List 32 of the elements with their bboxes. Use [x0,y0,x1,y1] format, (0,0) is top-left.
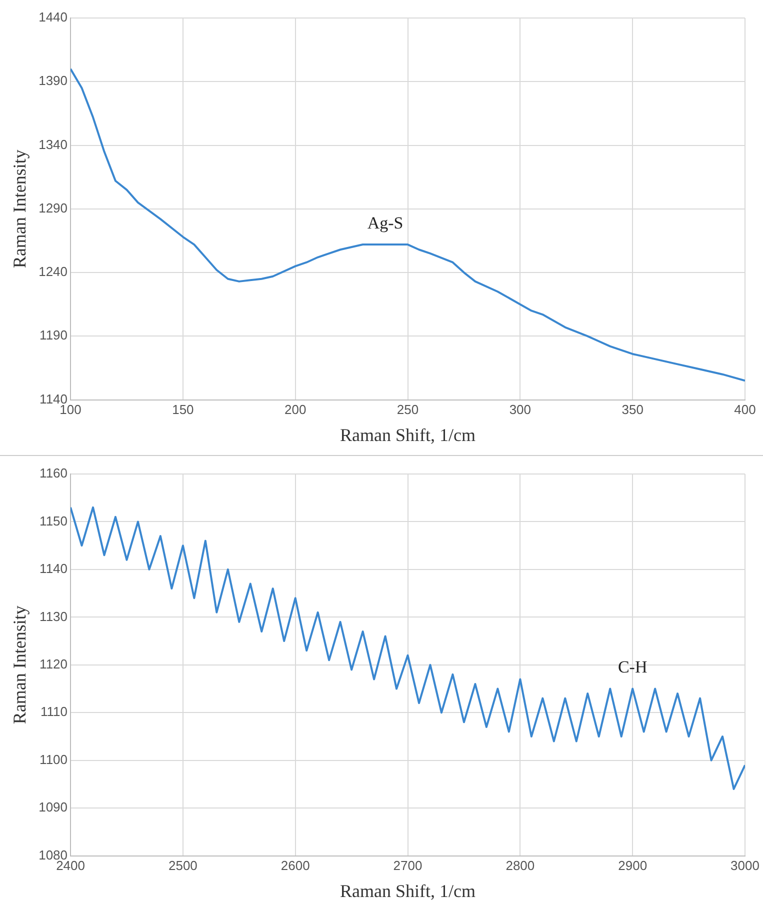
x-axis-title: Raman Shift, 1/cm [340,424,476,445]
y-tick-label: 1160 [40,466,68,481]
annotation: Ag-S [367,214,404,233]
x-tick-label: 3000 [730,858,760,874]
x-tick-label: 300 [509,402,532,418]
y-tick-label: 1100 [40,752,68,767]
x-tick-label: 2900 [618,858,648,874]
y-tick-label: 1140 [40,561,68,576]
y-tick-label: 1190 [40,328,68,343]
y-tick-label: 1150 [40,513,68,528]
y-tick-label: 1440 [38,10,68,25]
y-tick-label: 1290 [38,200,68,216]
x-tick-label: 400 [734,402,756,418]
y-tick-label: 1090 [38,800,68,815]
x-tick-label: 2600 [280,858,310,874]
y-axis-title: Raman Intensity [10,150,30,268]
y-tick-label: 1390 [38,73,68,88]
x-tick-label: 2800 [506,858,535,874]
x-tick-label: 350 [622,402,644,418]
x-tick-label: 150 [172,402,194,418]
y-tick-label: 1110 [40,704,68,720]
annotation: C-H [618,658,648,677]
y-axis-title: Raman Intensity [10,606,30,724]
y-tick-label: 1130 [40,608,68,624]
x-tick-label: 2700 [393,858,422,874]
x-tick-label: 2500 [168,858,198,874]
y-tick-label: 1120 [40,656,68,672]
x-tick-label: 200 [284,402,306,418]
x-tick-label: 250 [396,402,419,418]
x-axis-title: Raman Shift, 1/cm [340,880,476,901]
y-tick-label: 1340 [38,136,68,152]
y-tick-label: 1240 [38,264,68,280]
